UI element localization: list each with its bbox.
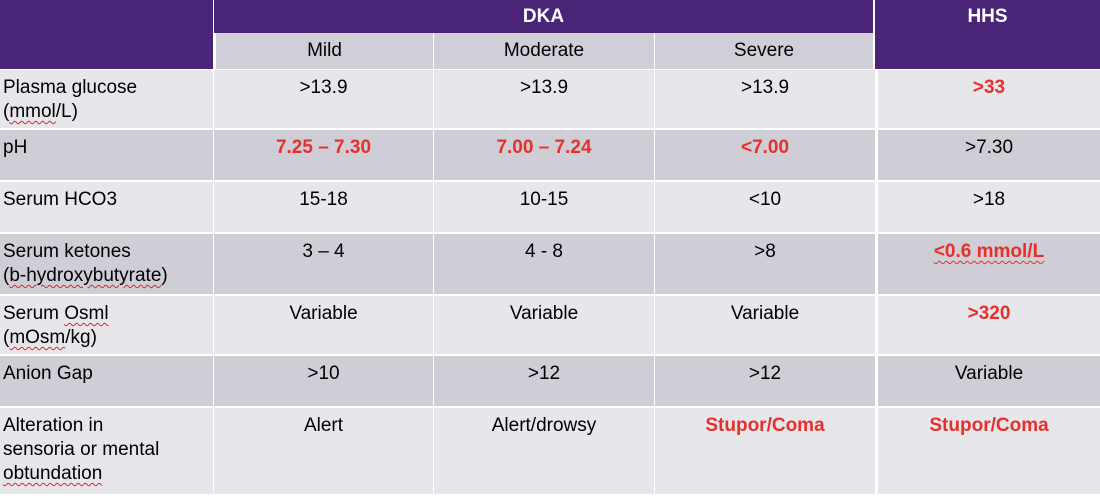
cell-severe: Stupor/Coma bbox=[654, 408, 876, 496]
cell-hhs: >320 bbox=[875, 296, 1100, 356]
row-label-text: Alteration in bbox=[3, 415, 104, 436]
hhs-header: HHS bbox=[875, 0, 1100, 70]
row-label-text: pH bbox=[3, 137, 28, 158]
cell-hhs: Stupor/Coma bbox=[875, 408, 1100, 496]
row-label-plasma-glucose: Plasma glucose (mmol/L) bbox=[0, 70, 213, 130]
row-label-text: ( bbox=[3, 327, 10, 348]
row-label-text: b-hydroxybutyrate bbox=[9, 265, 162, 286]
row-label-serum-hco3: Serum HCO3 bbox=[0, 182, 213, 234]
table-row-anion-gap: Anion Gap >10 >12 >12 Variable bbox=[0, 356, 1100, 408]
column-header-mild: Mild bbox=[213, 33, 433, 70]
header-corner-cell bbox=[0, 0, 213, 70]
cell-moderate: 4 - 8 bbox=[433, 234, 654, 296]
column-header-moderate: Moderate bbox=[433, 33, 654, 70]
cell-mild: 15-18 bbox=[213, 182, 433, 234]
cell-hhs: >18 bbox=[875, 182, 1100, 234]
cell-moderate: 7.00 – 7.24 bbox=[433, 130, 654, 182]
row-label-text: sensoria or mental bbox=[3, 439, 160, 460]
cell-mild: 7.25 – 7.30 bbox=[213, 130, 433, 182]
table-row-serum-osml: Serum Osml (mOsm/kg) Variable Variable V… bbox=[0, 296, 1100, 356]
row-label-text: Plasma glucose bbox=[3, 77, 138, 98]
cell-severe: >12 bbox=[654, 356, 876, 408]
row-label-text: Serum bbox=[3, 303, 65, 324]
cell-mild: Alert bbox=[213, 408, 433, 496]
row-label-text: mOsm bbox=[9, 327, 66, 348]
cell-mild: >10 bbox=[213, 356, 433, 408]
row-label-serum-ketones: Serum ketones (b-hydroxybutyrate) bbox=[0, 234, 213, 296]
row-label-text: /L) bbox=[55, 101, 78, 122]
table-row-serum-ketones: Serum ketones (b-hydroxybutyrate) 3 – 4 … bbox=[0, 234, 1100, 296]
cell-severe: <10 bbox=[654, 182, 876, 234]
table-row-mental-status: Alteration in sensoria or mental obtunda… bbox=[0, 408, 1100, 496]
row-label-text: obtundation bbox=[3, 463, 103, 484]
cell-mild: >13.9 bbox=[213, 70, 433, 130]
cell-severe: <7.00 bbox=[654, 130, 876, 182]
cell-hhs: Variable bbox=[875, 356, 1100, 408]
dka-header: DKA bbox=[213, 0, 876, 34]
row-label-text: Osml bbox=[64, 303, 109, 324]
cell-mild: 3 – 4 bbox=[213, 234, 433, 296]
cell-moderate: >12 bbox=[433, 356, 654, 408]
row-label-ph: pH bbox=[0, 130, 213, 182]
row-label-text: mmol bbox=[9, 101, 56, 122]
cell-hhs: <0.6 mmol/L bbox=[875, 234, 1100, 296]
row-label-mental-status: Alteration in sensoria or mental obtunda… bbox=[0, 408, 213, 496]
cell-moderate: >13.9 bbox=[433, 70, 654, 130]
table-row-ph: pH 7.25 – 7.30 7.00 – 7.24 <7.00 >7.30 bbox=[0, 130, 1100, 182]
row-label-text: Serum HCO3 bbox=[3, 189, 118, 210]
table-row-plasma-glucose: Plasma glucose (mmol/L) >13.9 >13.9 >13.… bbox=[0, 70, 1100, 130]
cell-hhs: >33 bbox=[875, 70, 1100, 130]
cell-hhs: >7.30 bbox=[875, 130, 1100, 182]
cell-severe: >13.9 bbox=[654, 70, 876, 130]
cell-moderate: 10-15 bbox=[433, 182, 654, 234]
row-label-text: ) bbox=[161, 265, 168, 286]
cell-moderate: Alert/drowsy bbox=[433, 408, 654, 496]
row-label-text: Anion Gap bbox=[3, 363, 93, 384]
row-label-text: ( bbox=[3, 265, 10, 286]
row-label-anion-gap: Anion Gap bbox=[0, 356, 213, 408]
cell-mild: Variable bbox=[213, 296, 433, 356]
cell-severe: >8 bbox=[654, 234, 876, 296]
row-label-text: ( bbox=[3, 101, 10, 122]
cell-severe: Variable bbox=[654, 296, 876, 356]
column-header-severe: Severe bbox=[654, 33, 876, 70]
cell-moderate: Variable bbox=[433, 296, 654, 356]
row-label-text: /kg) bbox=[65, 327, 97, 348]
cell-hhs-text: <0.6 mmol/L bbox=[933, 241, 1045, 262]
row-label-text: Serum ketones bbox=[3, 241, 131, 262]
table-row-serum-hco3: Serum HCO3 15-18 10-15 <10 >18 bbox=[0, 182, 1100, 234]
row-label-serum-osml: Serum Osml (mOsm/kg) bbox=[0, 296, 213, 356]
